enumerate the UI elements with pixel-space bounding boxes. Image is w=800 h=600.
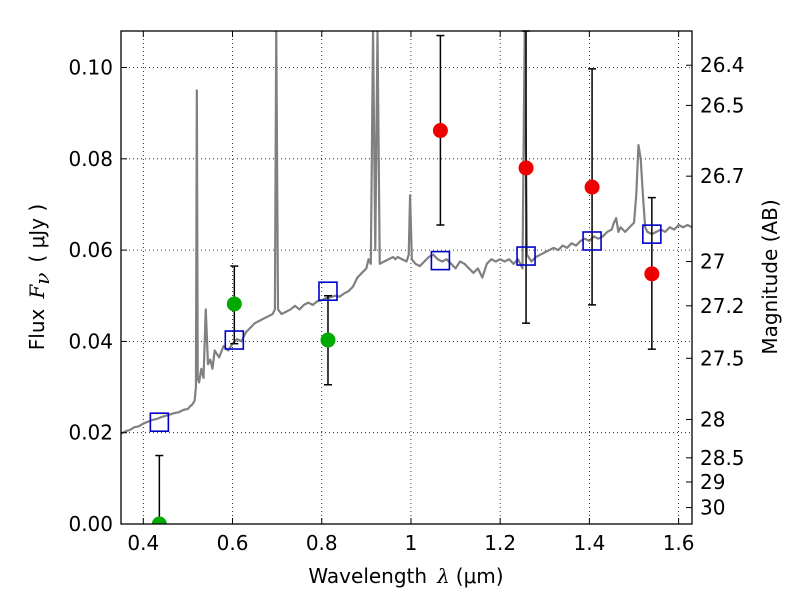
x-tick-label: 1.2 <box>484 531 516 555</box>
red-observed-point <box>518 160 534 176</box>
model-flux-square <box>582 231 602 251</box>
y-axis-label-subscript: ν <box>30 273 54 285</box>
y-axis-label-prefix: Flux <box>25 308 49 350</box>
model-flux-square <box>642 224 662 244</box>
x-tick-label: 0.6 <box>217 531 249 555</box>
y-axis-label-unit: ( μJy ) <box>25 204 49 263</box>
x-axis-label-prefix: Wavelength <box>308 564 427 588</box>
green-observed-point <box>151 516 167 524</box>
tick-layer: 0.4 0.6 0.8 1 1.2 1.4 1.6 0.00 0.02 0.04 0.06 0.08 0… <box>68 31 745 555</box>
x-axis-label-unit: (μm) <box>456 564 504 588</box>
x-tick-label: 1.6 <box>663 531 695 555</box>
marker-layer <box>149 123 662 524</box>
y2-axis-label: Magnitude (AB) <box>758 199 782 354</box>
model-flux-square <box>430 250 451 271</box>
y-tick-label: 0.10 <box>68 56 113 80</box>
y-axis-label-symbol: F <box>25 284 49 300</box>
red-observed-point <box>584 179 600 195</box>
model-flux-square <box>224 330 245 350</box>
green-observed-point <box>320 332 336 348</box>
mag-tick-label: 28.5 <box>700 446 745 470</box>
y-tick-label: 0.08 <box>68 147 113 171</box>
plot-frame <box>120 30 693 525</box>
x-tick-label: 1.4 <box>573 531 605 555</box>
red-observed-point <box>432 123 448 139</box>
mag-tick-label: 26.5 <box>700 93 745 117</box>
mag-tick-label: 29 <box>700 470 725 494</box>
y-axis-label: Flux Fν ( μJy ) <box>25 204 54 350</box>
y-tick-label: 0.02 <box>68 421 113 445</box>
mag-tick-label: 28 <box>700 407 725 431</box>
spectrum-layer <box>121 31 692 435</box>
green-observed-point <box>226 296 242 312</box>
mag-tick-label: 27.5 <box>700 346 745 370</box>
mag-tick-label: 30 <box>700 496 725 520</box>
red-observed-point <box>644 266 660 282</box>
x-axis-label-symbol: λ <box>436 564 450 588</box>
spectrum-line <box>121 31 692 435</box>
y-tick-label: 0.06 <box>68 238 113 262</box>
x-axis-label: Wavelength λ (μm) <box>308 564 503 588</box>
grid-lines <box>121 31 692 525</box>
model-flux-square <box>318 281 338 301</box>
model-flux-square <box>516 246 536 266</box>
x-tick-label: 0.8 <box>306 531 338 555</box>
mag-tick-label: 27.2 <box>700 294 745 318</box>
mag-tick-label: 26.4 <box>700 53 745 77</box>
mag-tick-label: 26.7 <box>700 164 745 188</box>
mag-tick-label: 27 <box>700 250 725 274</box>
x-tick-label: 1 <box>405 531 418 555</box>
y-tick-label: 0.00 <box>68 512 113 536</box>
y-tick-label: 0.04 <box>68 329 113 353</box>
errorbar-layer <box>155 30 656 524</box>
model-flux-square <box>149 412 170 433</box>
x-tick-label: 0.4 <box>127 531 159 555</box>
